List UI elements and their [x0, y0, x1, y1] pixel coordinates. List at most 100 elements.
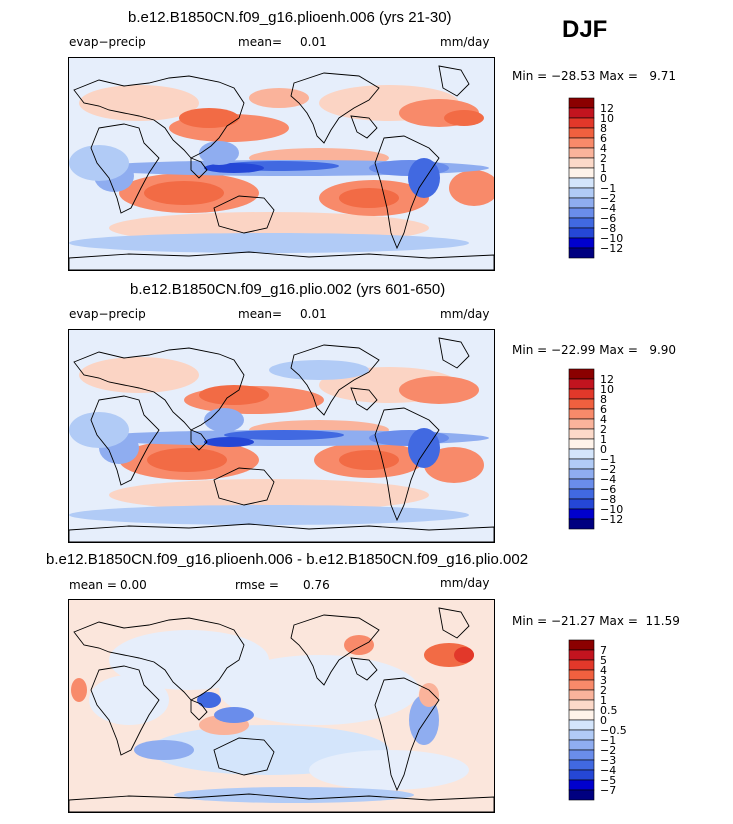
colorbar-tick-label: 12: [600, 373, 614, 386]
field-contour: [249, 88, 309, 108]
field-contour: [147, 448, 227, 472]
panel-2-min-max: Min = −22.99 Max = 9.90: [512, 343, 677, 357]
colorbar-swatch: [568, 137, 595, 149]
coastline: [69, 793, 494, 812]
panel-2-colorbar: 12 10 8 6 4 2 1 0 −1 −2 −4 −6 −8 −10 −12: [567, 368, 647, 541]
panel-3-map: [68, 599, 495, 813]
field-contour: [204, 437, 254, 447]
colorbar-tick-label: −3: [600, 754, 616, 767]
coastline: [213, 737, 275, 776]
coastline: [90, 395, 160, 486]
colorbar-swatch: [568, 418, 595, 430]
panel-1-map: [68, 57, 495, 271]
colorbar-tick-label: 6: [600, 132, 607, 145]
panel-3-rmse-value: 0.76: [303, 578, 330, 592]
field-contour: [174, 787, 414, 803]
panel-2-map: [68, 329, 495, 543]
coastline: [73, 75, 245, 159]
season-label: DJF: [562, 16, 608, 43]
panel-3-title: b.e12.B1850CN.f09_g16.plioenh.006 - b.e1…: [46, 551, 529, 568]
field-contour: [89, 675, 169, 725]
panel-2-variable-label: evap−precip: [69, 307, 146, 321]
coastline: [69, 523, 494, 542]
colorbar-swatch: [568, 719, 595, 731]
field-contour: [419, 683, 439, 707]
field-contour: [408, 428, 440, 468]
field-contour: [454, 647, 474, 663]
colorbar-tick-label: 1: [600, 694, 607, 707]
field-contour: [444, 110, 484, 126]
panel-1-mean-label: mean=: [238, 35, 283, 49]
colorbar-swatch: [568, 729, 595, 741]
panel-1-min-max: Min = −28.53 Max = 9.71: [512, 69, 677, 83]
panel-3-units: mm/day: [440, 576, 490, 590]
colorbar-tick-label: 4: [600, 142, 607, 155]
panel-1-title: b.e12.B1850CN.f09_g16.plioenh.006 (yrs 2…: [128, 9, 452, 26]
colorbar-swatch: [568, 689, 595, 701]
colorbar-swatch: [568, 107, 595, 119]
colorbar-swatch: [568, 468, 595, 480]
colorbar-swatch: [568, 167, 595, 179]
colorbar-tick-label: 12: [600, 102, 614, 115]
field-contour: [339, 450, 399, 470]
colorbar-swatch: [568, 97, 595, 109]
coastline: [290, 344, 380, 416]
colorbar-swatch: [568, 448, 595, 460]
colorbar-tick-label: −2: [600, 192, 616, 205]
colorbar-tick-label: 10: [600, 383, 614, 396]
colorbar-swatch: [568, 207, 595, 219]
coastline: [350, 657, 378, 681]
coastline: [374, 135, 440, 250]
coastline: [350, 387, 378, 411]
colorbar-swatch: [568, 769, 595, 781]
colorbar-tick-label: 7: [600, 644, 607, 657]
colorbar-swatch: [568, 639, 595, 651]
colorbar-swatch: [568, 679, 595, 691]
colorbar-swatch: [568, 187, 595, 199]
colorbar-tick-label: −1: [600, 734, 616, 747]
colorbar-tick-label: −1: [600, 182, 616, 195]
colorbar-tick-label: −10: [600, 232, 623, 245]
colorbar-swatch: [568, 749, 595, 761]
colorbar-tick-label: 10: [600, 112, 614, 125]
colorbar-tick-label: −7: [600, 784, 616, 797]
colorbar-swatch: [568, 197, 595, 209]
field-contour: [339, 188, 399, 208]
colorbar-swatch: [568, 789, 595, 801]
colorbar-tick-label: 6: [600, 403, 607, 416]
coastline: [374, 677, 440, 792]
colorbar-tick-label: −6: [600, 212, 616, 225]
colorbar-tick-label: 0: [600, 443, 607, 456]
colorbar-tick-label: −2: [600, 463, 616, 476]
field-contour: [399, 376, 479, 404]
colorbar-swatch: [568, 237, 595, 249]
panel-3-mean-label: mean =: [69, 578, 117, 592]
colorbar-swatch: [568, 428, 595, 440]
field-contour: [69, 505, 469, 525]
colorbar-swatch: [568, 177, 595, 189]
panel-3-min-max: Min = −21.27 Max = 11.59: [512, 614, 680, 628]
colorbar-tick-label: −2: [600, 744, 616, 757]
coastline: [438, 607, 470, 639]
colorbar-swatch: [568, 117, 595, 129]
colorbar-swatch: [568, 488, 595, 500]
coastline: [190, 699, 208, 721]
field-contour: [199, 385, 269, 405]
colorbar-swatch: [568, 699, 595, 711]
field-contour: [71, 678, 87, 702]
colorbar-swatch: [568, 157, 595, 169]
field-contour: [269, 360, 369, 380]
field-contour: [449, 170, 494, 206]
panel-2-mean-label: mean=: [238, 307, 283, 321]
colorbar-swatch: [568, 438, 595, 450]
colorbar-tick-label: −12: [600, 242, 623, 255]
panel-3-rmse-label: rmse =: [235, 578, 279, 592]
colorbar-tick-label: 1: [600, 162, 607, 175]
colorbar-tick-label: 1: [600, 433, 607, 446]
colorbar-swatch: [568, 378, 595, 390]
colorbar-swatch: [568, 388, 595, 400]
field-contour: [79, 357, 199, 393]
colorbar-swatch: [568, 659, 595, 671]
field-contour: [179, 108, 239, 128]
coastline: [190, 157, 208, 179]
